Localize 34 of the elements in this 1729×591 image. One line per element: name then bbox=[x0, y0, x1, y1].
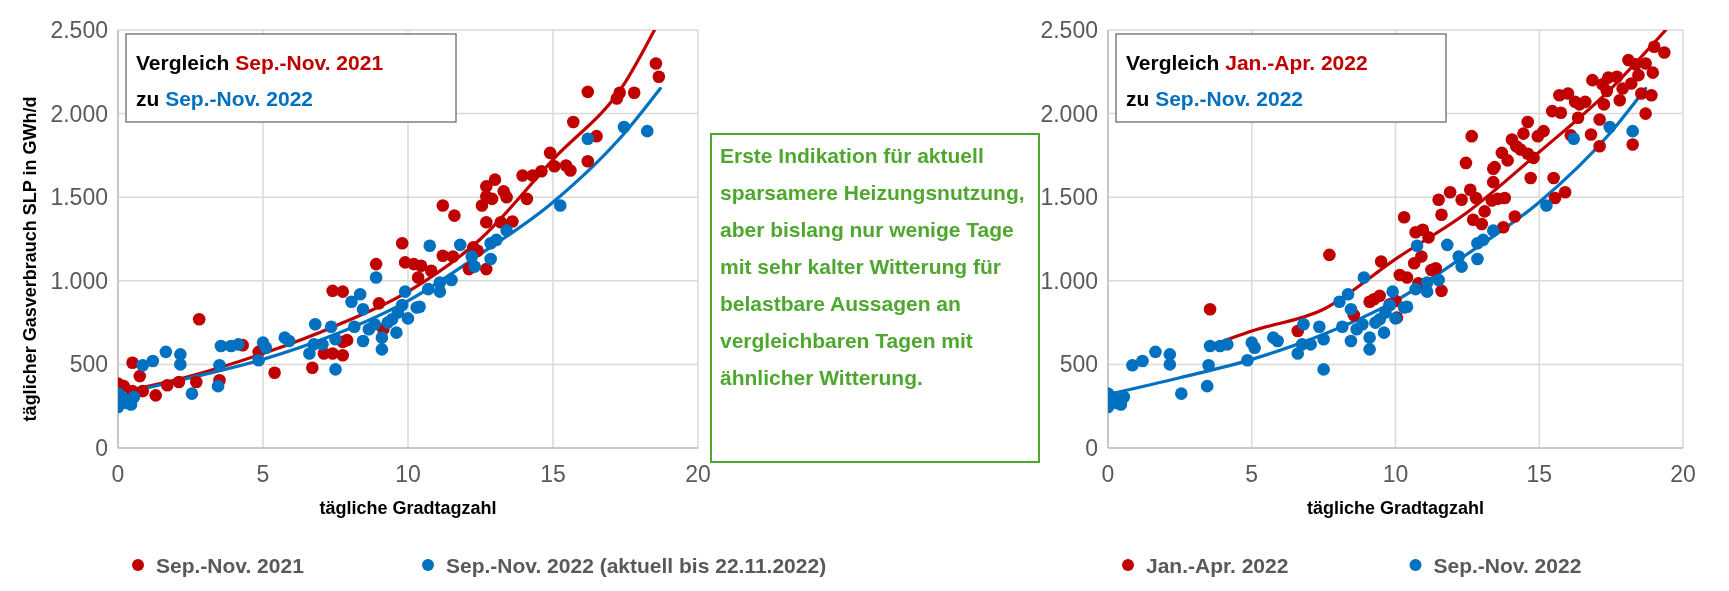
y-axis-title: täglicher Gasverbrauch SLP in GWh/d bbox=[20, 96, 40, 422]
text: Erste Indikation für aktuell sparsamere Heizungsnutzung, aber bislang nur wenige Tage mit sehr kalter Witterung für belastbare Aussagen an vergleichbaren Tagen mit ähnlicher Witterung. bbox=[710, 133, 1040, 463]
x-tick-label: 0 bbox=[1101, 461, 1115, 487]
y-tick-label: 1.500 bbox=[50, 184, 108, 211]
text: Vergleich Sep.-Nov. 2021 bbox=[136, 51, 384, 74]
x-tick-label: 10 bbox=[395, 461, 421, 487]
y-tick-label: 2.500 bbox=[50, 17, 108, 43]
legend-label: Sep.-Nov. 2022 bbox=[1433, 554, 1582, 577]
y-tick-label: 1.000 bbox=[50, 267, 108, 294]
y-tick-label: 500 bbox=[1059, 351, 1098, 378]
y-tick-label: 500 bbox=[69, 351, 108, 378]
x-tick-label: 15 bbox=[1526, 461, 1553, 487]
legend-label: Sep.-Nov. 2021 bbox=[156, 554, 305, 577]
y-tick-label: 1.500 bbox=[1040, 184, 1098, 211]
text: zu Sep.-Nov. 2022 bbox=[1126, 87, 1304, 110]
x-axis-title: tägliche Gradtagzahl bbox=[319, 498, 497, 518]
x-axis-title: tägliche Gradtagzahl bbox=[1306, 498, 1485, 518]
legend-label: Sep.-Nov. 2022 (aktuell bis 22.11.2022) bbox=[446, 554, 827, 577]
legend-label: Jan.-Apr. 2022 bbox=[1146, 554, 1289, 577]
x-tick-label: 20 bbox=[685, 461, 711, 487]
y-tick-label: 0 bbox=[1085, 435, 1098, 461]
y-tick-label: 2.000 bbox=[50, 100, 108, 127]
x-tick-label: 5 bbox=[256, 461, 270, 487]
x-tick-label: 0 bbox=[111, 461, 125, 487]
y-tick-label: 1.000 bbox=[1040, 267, 1098, 294]
text: zu Sep.-Nov. 2022 bbox=[136, 87, 314, 110]
x-tick-label: 20 bbox=[1670, 461, 1696, 487]
y-tick-label: 2.500 bbox=[1040, 17, 1098, 43]
y-tick-label: 0 bbox=[95, 435, 108, 461]
x-tick-label: 5 bbox=[1245, 461, 1259, 487]
y-tick-label: 2.000 bbox=[1040, 100, 1098, 127]
x-tick-label: 10 bbox=[1382, 461, 1409, 487]
x-tick-label: 15 bbox=[540, 461, 566, 487]
text: Vergleich Jan.-Apr. 2022 bbox=[1126, 51, 1368, 74]
